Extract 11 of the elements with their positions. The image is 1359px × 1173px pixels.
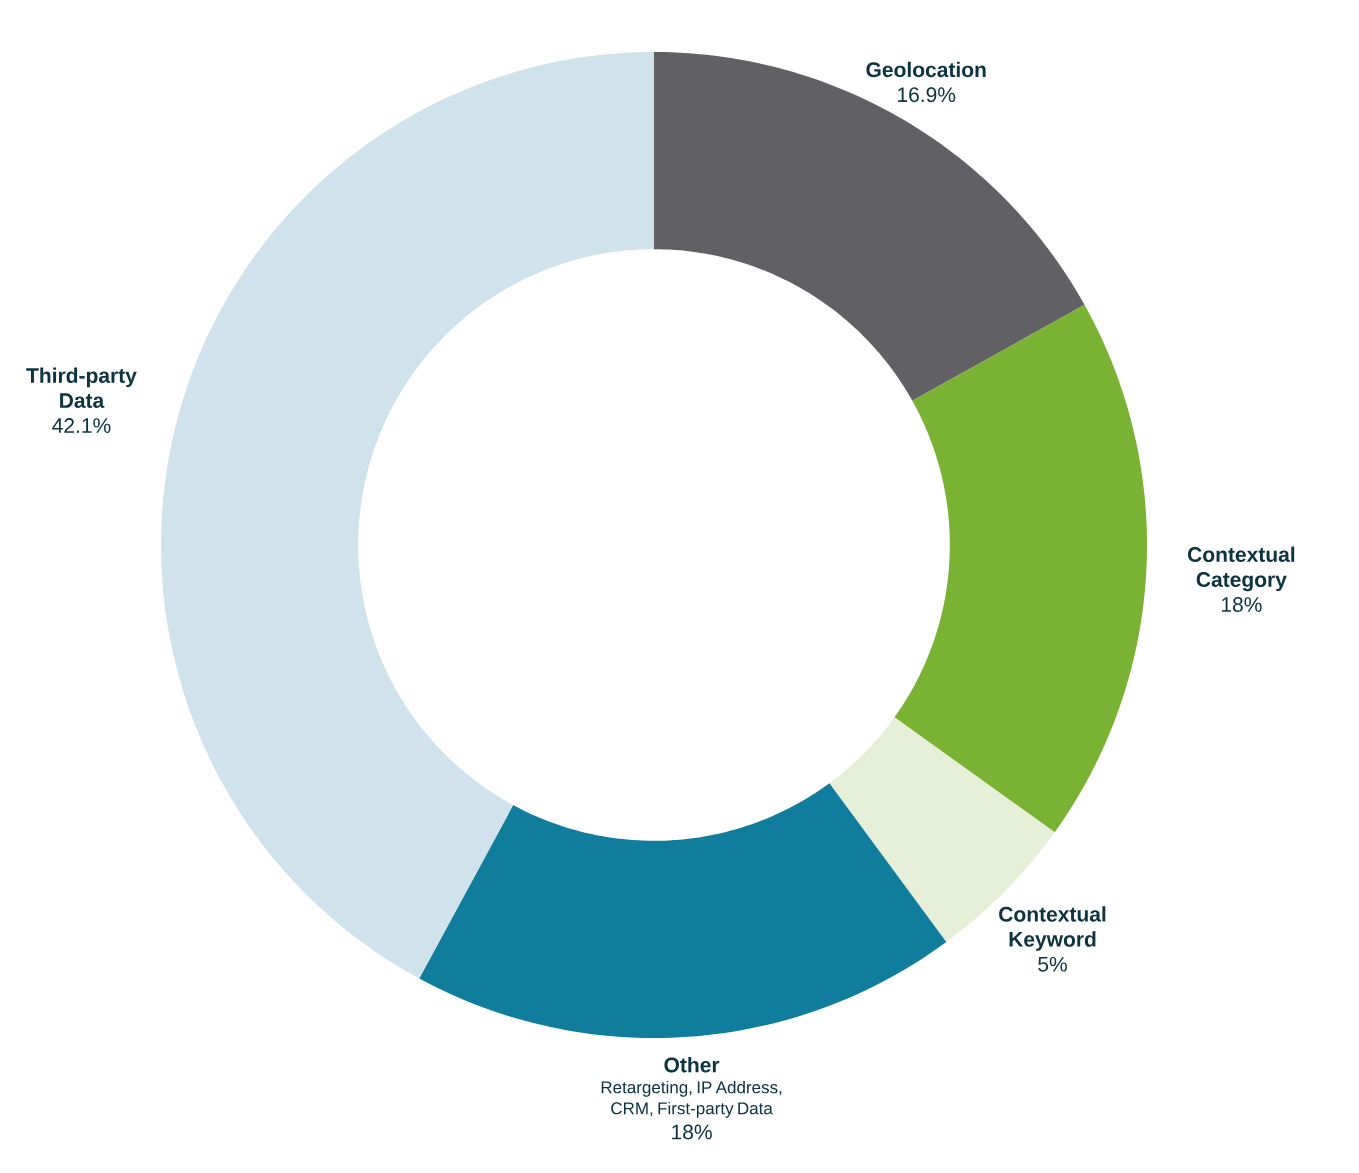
slice-label: Geolocation xyxy=(866,61,986,78)
text: Retargeting, IP Address, CRM, First-party Data xyxy=(601,1080,782,1118)
data-label: 42.1% xyxy=(52,418,111,433)
data-label: 18% xyxy=(1221,597,1262,612)
data-label: 18% xyxy=(672,1124,712,1140)
slice-label: Other xyxy=(664,1056,720,1073)
data-label: 5% xyxy=(1038,956,1067,972)
slice-label: Contextual Category xyxy=(1188,546,1295,592)
slice-label: Third-party Data xyxy=(26,367,137,408)
slice-label: Contextual Keyword xyxy=(999,906,1106,951)
data-label: 16.9% xyxy=(898,87,956,103)
